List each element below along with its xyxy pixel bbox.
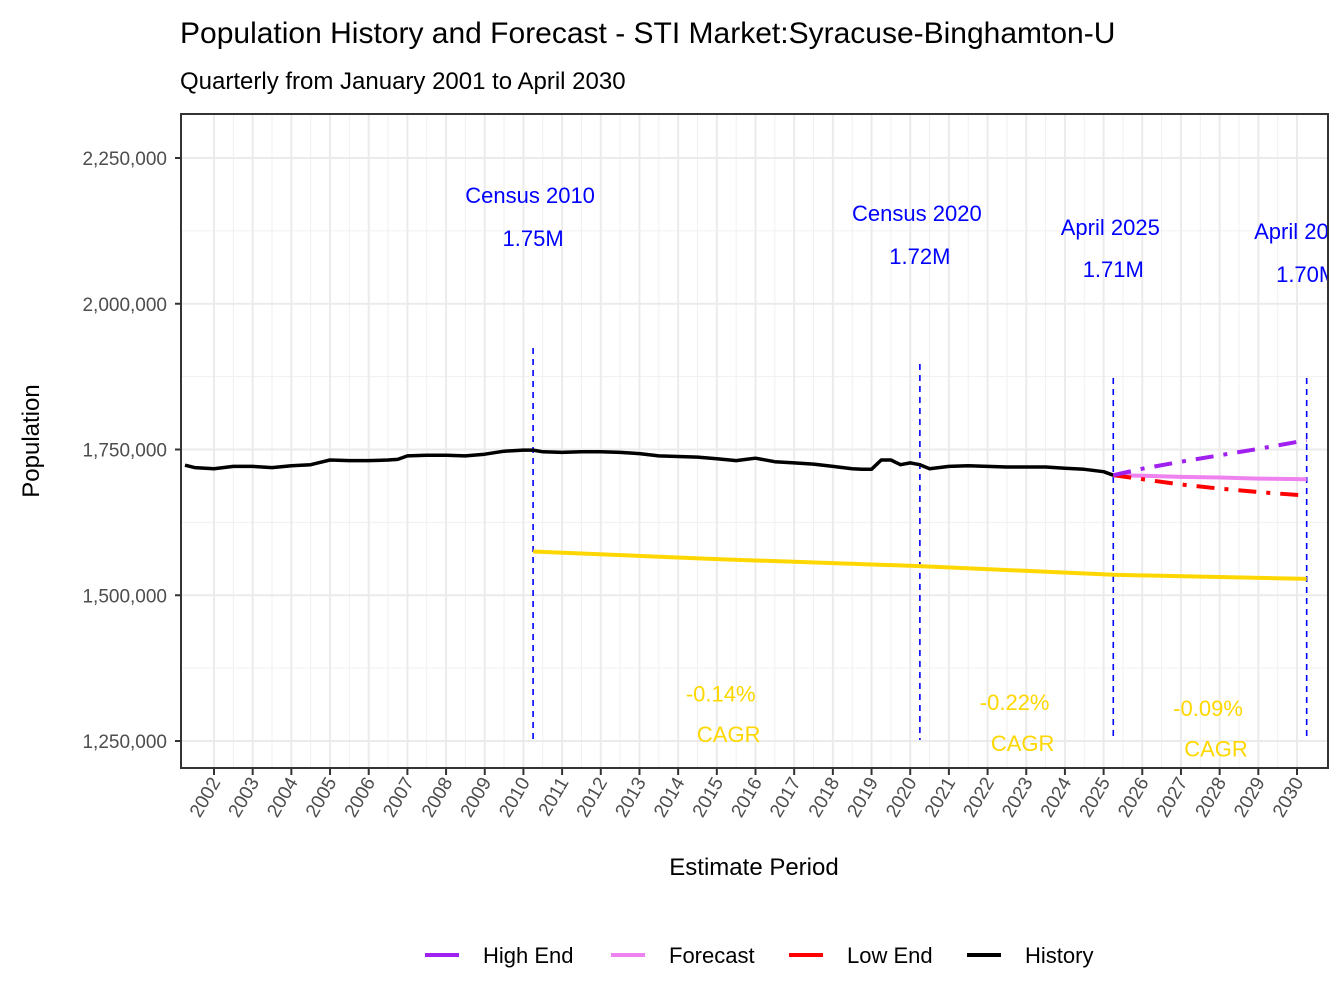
legend-item-history: History [967, 943, 1093, 968]
x-tick-label: 2028 [1192, 774, 1231, 821]
x-tick-label: 2015 [689, 774, 728, 821]
x-tick-label: 2029 [1230, 774, 1269, 821]
x-tick-label: 2009 [457, 774, 496, 821]
reference-label: April 2025 [1061, 215, 1160, 240]
x-tick-label: 2012 [573, 774, 612, 821]
y-tick-label: 1,250,000 [82, 732, 167, 753]
cagr-word-label: CAGR [991, 731, 1055, 756]
reference-value-label: 1.75M [503, 226, 564, 251]
x-tick-label: 2021 [921, 774, 960, 821]
x-tick-label: 2005 [302, 774, 341, 821]
y-tick-label: 2,250,000 [82, 149, 167, 170]
legend-label: High End [483, 943, 574, 968]
y-tick-label: 2,000,000 [82, 295, 167, 316]
x-tick-label: 2030 [1269, 774, 1308, 821]
x-tick-label: 2024 [1037, 774, 1077, 821]
legend-item-low-end: Low End [789, 943, 933, 968]
legend-label: Forecast [669, 943, 755, 968]
x-tick-label: 2016 [728, 774, 767, 821]
legend: High End Forecast Low End History [425, 943, 1093, 968]
x-tick-label: 2004 [263, 774, 303, 821]
x-tick-label: 2019 [844, 774, 883, 821]
legend-item-forecast: Forecast [611, 943, 755, 968]
x-tick-label: 2022 [960, 774, 999, 821]
grid [181, 114, 1328, 768]
annotations: Census 2010 1.75M Census 2020 1.72M April 20… [465, 183, 1344, 762]
reference-value-label: 1.71M [1083, 257, 1144, 282]
x-tick-label: 2017 [766, 774, 805, 821]
series-line-history [184, 448, 1114, 477]
x-tick-label: 2008 [418, 774, 457, 821]
x-tick-label: 2002 [186, 774, 225, 821]
cagr-rate-label: -0.09% [1173, 696, 1243, 721]
reference-value-label: 1.72M [889, 244, 950, 269]
x-tick-label: 2027 [1153, 774, 1192, 821]
chart-subtitle: Quarterly from January 2001 to April 203… [180, 68, 626, 95]
x-tick-label: 2007 [379, 774, 418, 821]
cagr-rate-label: -0.22% [980, 690, 1050, 715]
x-tick-label: 2010 [495, 774, 534, 821]
chart-title: Population History and Forecast - STI Ma… [180, 17, 1115, 50]
reference-label: Census 2010 [465, 183, 595, 208]
series-line-high-end [1112, 438, 1308, 478]
reference-label: April 2030 [1254, 219, 1344, 244]
x-tick-label: 2014 [650, 774, 690, 821]
x-tick-label: 2023 [998, 774, 1037, 821]
series-line-forecast [1113, 473, 1307, 482]
x-tick-label: 2011 [535, 774, 574, 820]
y-axis-label: Population [18, 384, 45, 497]
x-tick-label: 2003 [225, 774, 264, 821]
x-tick-label: 2020 [882, 774, 921, 821]
reference-value-label: 1.70M [1276, 262, 1337, 287]
cagr-word-label: CAGR [1184, 737, 1248, 762]
legend-item-high-end: High End [425, 943, 574, 968]
reference-label: Census 2020 [852, 201, 982, 226]
reference-lines [532, 348, 1308, 740]
y-axis: 1,250,000 1,500,000 1,750,000 2,000,000 2,25… [82, 149, 181, 753]
cagr-word-label: CAGR [697, 722, 761, 747]
cagr-rate-label: -0.14% [686, 681, 756, 706]
series-group [184, 438, 1308, 581]
y-tick-label: 1,500,000 [82, 586, 167, 607]
x-axis-label: Estimate Period [669, 854, 838, 881]
x-tick-label: 2025 [1076, 774, 1115, 821]
x-tick-label: 2018 [805, 774, 844, 821]
series-line-cagr-trend [533, 549, 1307, 581]
legend-label: Low End [847, 943, 933, 968]
series-line-low-end [1113, 473, 1307, 498]
x-axis: 2002 2003 2004 2005 2006 2007 2008 2009 2010 2011… [186, 768, 1308, 821]
legend-label: History [1025, 943, 1093, 968]
panel-border [180, 113, 1329, 769]
x-tick-label: 2013 [611, 774, 650, 821]
x-tick-label: 2026 [1114, 774, 1153, 821]
x-tick-label: 2006 [341, 774, 380, 821]
y-tick-label: 1,750,000 [82, 441, 167, 462]
